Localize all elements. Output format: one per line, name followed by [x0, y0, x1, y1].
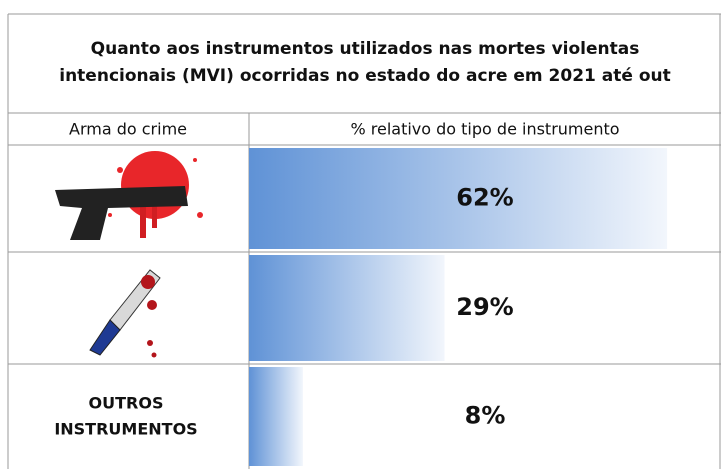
value-label: 29% [456, 293, 513, 321]
column-header: % relativo do tipo de instrumento [350, 120, 619, 139]
column-header: Arma do crime [69, 120, 187, 139]
value-label: 62% [456, 184, 513, 212]
bar [249, 148, 668, 249]
gun-icon [55, 151, 203, 240]
bar [249, 255, 445, 361]
bar [249, 367, 303, 466]
knife-icon [89, 269, 161, 358]
value-label: 8% [465, 402, 506, 430]
chart-title: Quanto aos instrumentos utilizados nas m… [59, 39, 671, 86]
category-label: OUTROS INSTRUMENTOS [54, 393, 197, 438]
